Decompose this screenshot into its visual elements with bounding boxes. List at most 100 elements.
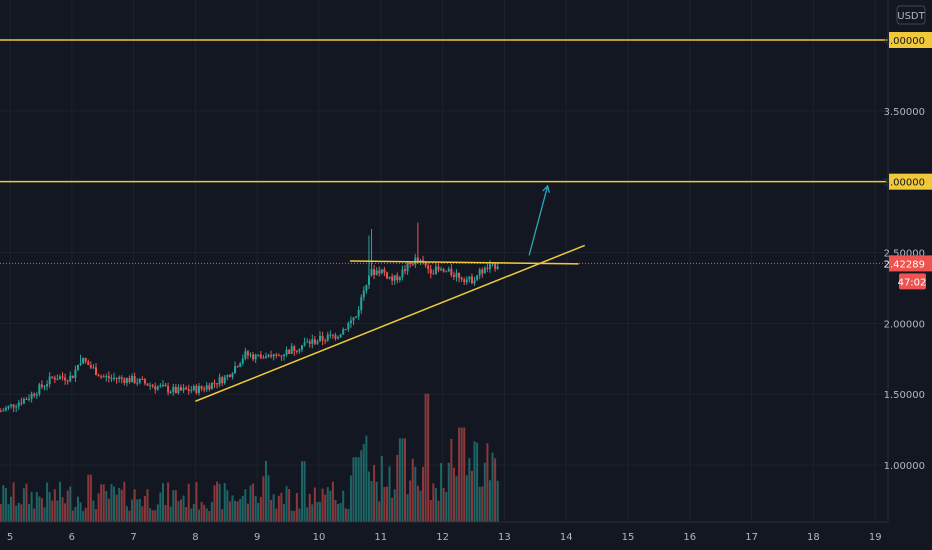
candle-body — [40, 384, 43, 387]
candle-body — [69, 375, 72, 382]
volume-bar — [409, 480, 412, 522]
candle-body — [4, 407, 7, 411]
volume-bar — [416, 485, 419, 522]
volume-bar — [143, 496, 146, 522]
candle-body — [259, 354, 262, 358]
candle-body — [275, 354, 278, 356]
volume-bar — [334, 499, 337, 522]
volume-bar — [249, 485, 252, 522]
candle-body — [432, 273, 435, 275]
candle-body — [378, 270, 381, 274]
candle-body — [380, 269, 383, 274]
price-tags: 4.00000 3.00000 2.42289 47:02 — [884, 32, 932, 290]
candle-body — [15, 406, 18, 408]
candle-body — [7, 405, 10, 408]
support-trendline[interactable] — [195, 244, 586, 402]
candle-body — [161, 384, 164, 386]
volume-bar — [79, 502, 82, 522]
volume-bar — [280, 492, 283, 522]
candle-body — [51, 376, 54, 378]
time-tick-label: 18 — [807, 532, 820, 543]
candle-body — [125, 378, 128, 383]
volume-bar — [107, 498, 110, 522]
volume-bar — [465, 475, 468, 522]
candle-body — [38, 384, 41, 395]
candle-body — [476, 275, 479, 281]
candle-body — [234, 366, 237, 374]
candle-body — [272, 354, 275, 357]
volume-bar — [169, 506, 172, 522]
volume-bar — [118, 487, 121, 522]
candle-body — [280, 355, 283, 357]
candle-body — [393, 275, 396, 281]
volume-bar — [424, 393, 427, 522]
time-tick-label: 19 — [869, 532, 882, 543]
candle-body — [252, 354, 255, 360]
candle-body — [28, 398, 31, 400]
candle-body — [483, 267, 486, 274]
candle-body — [22, 398, 25, 404]
candle-body — [257, 354, 260, 356]
volume-bar — [429, 500, 432, 522]
volume-bar — [360, 450, 363, 522]
candle-body — [244, 351, 247, 359]
candle-body — [195, 386, 198, 393]
volume-bar — [313, 487, 316, 522]
time-tick-label: 12 — [436, 532, 449, 543]
candle-body — [321, 335, 324, 341]
candle-body — [411, 263, 414, 265]
volume-bar — [38, 496, 41, 522]
current-price-label: 2.42289 — [884, 259, 925, 270]
volume-bar — [288, 489, 291, 522]
time-tick-label: 13 — [498, 532, 511, 543]
candle-body — [154, 386, 157, 390]
volume-bar — [257, 502, 260, 522]
time-axis[interactable]: 5 6 7 8 9 10 11 12 13 14 15 16 17 18 19 — [0, 521, 888, 543]
candle-body — [460, 277, 463, 280]
projection-arrow[interactable] — [528, 185, 549, 256]
volume-bar — [43, 507, 46, 522]
currency-selector[interactable]: USDT — [896, 5, 926, 25]
time-tick-label: 15 — [622, 532, 635, 543]
candle-body — [218, 377, 221, 385]
volume-bar — [228, 501, 231, 522]
volume-bar — [226, 490, 229, 522]
volume-bar — [254, 495, 257, 522]
volume-bar — [385, 486, 388, 522]
volume-bar — [355, 457, 358, 522]
volume-bar — [373, 465, 376, 522]
volume-bar — [411, 458, 414, 522]
candle-body — [203, 388, 206, 390]
volume-bar — [285, 486, 288, 522]
candle-body — [311, 339, 314, 344]
candle-body — [179, 387, 182, 391]
trend-drawings[interactable] — [195, 184, 586, 402]
candle-body — [177, 387, 180, 393]
volume-bar — [362, 443, 365, 522]
candle-body — [236, 366, 239, 368]
volume-bar — [231, 495, 234, 522]
candle-body — [370, 269, 373, 276]
horizontal-levels[interactable] — [0, 39, 888, 264]
candle-body — [254, 354, 257, 360]
volume-bar — [87, 474, 90, 522]
volume-bar — [324, 494, 327, 522]
volume-bar — [223, 483, 226, 522]
candle-body — [347, 323, 350, 330]
volume-bar — [154, 510, 157, 522]
volume-bar — [476, 442, 479, 522]
volume-bar — [470, 470, 473, 522]
candle-body — [494, 262, 497, 269]
volume-bar — [267, 475, 270, 522]
candle-body — [20, 402, 23, 404]
price-tick-label: 1.50000 — [884, 390, 925, 401]
candle-body — [416, 257, 419, 262]
volume-bar — [146, 489, 149, 522]
candle-body — [267, 354, 270, 357]
volume-bar — [182, 495, 185, 522]
candle-body — [334, 335, 337, 339]
volume-bar — [136, 499, 139, 522]
candle-body — [146, 383, 149, 386]
price-candles — [0, 222, 499, 413]
